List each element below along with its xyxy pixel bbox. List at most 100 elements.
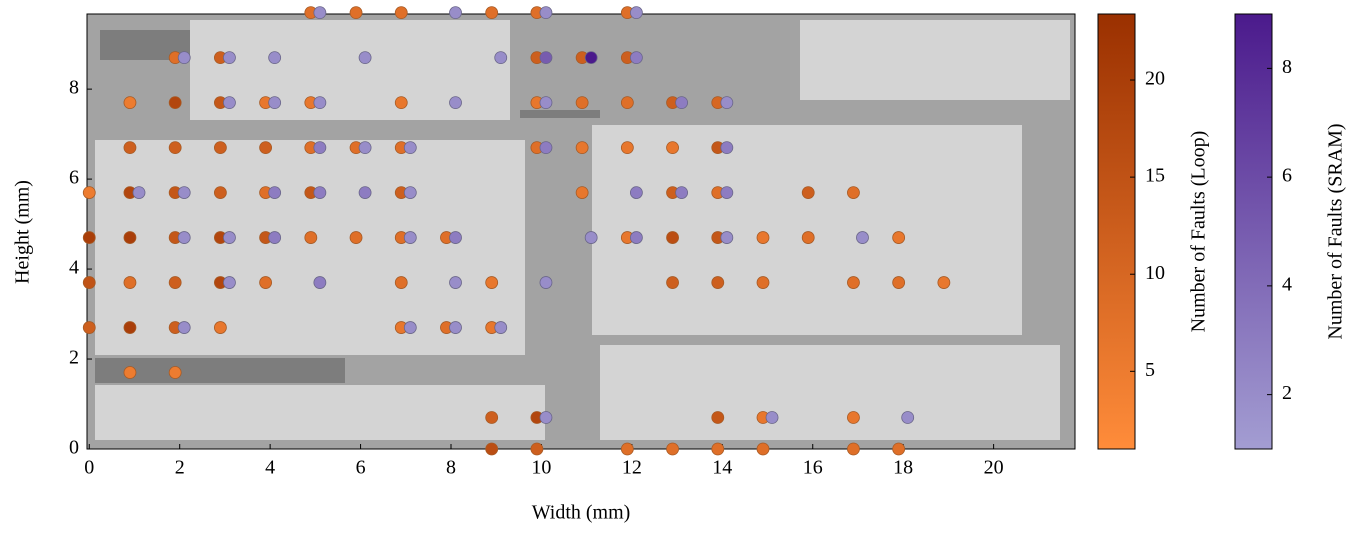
point [394, 6, 408, 20]
point [720, 186, 734, 199]
point [539, 51, 553, 65]
point [892, 442, 906, 456]
point [711, 411, 725, 424]
x-tick-label: 6 [356, 457, 366, 479]
point [847, 276, 860, 289]
x-axis-label: Width (mm) [532, 502, 631, 524]
point [629, 51, 643, 65]
point [132, 186, 146, 199]
x-tick-label: 4 [265, 457, 275, 479]
point [394, 96, 408, 110]
point [223, 96, 236, 110]
point [82, 321, 96, 334]
point [539, 141, 553, 155]
point [711, 276, 725, 289]
y-axis-label: Height (mm) [12, 180, 34, 284]
point [403, 186, 417, 199]
y-tick-label: 0 [69, 437, 79, 459]
point [575, 96, 589, 110]
point [666, 231, 679, 244]
point [666, 276, 679, 289]
point [313, 186, 327, 199]
point [485, 411, 499, 424]
colorbar-tick-label: 4 [1282, 273, 1292, 295]
x-tick-label: 2 [175, 457, 185, 479]
point [937, 276, 951, 289]
point [213, 141, 227, 155]
point [268, 96, 282, 110]
point [485, 6, 499, 20]
point [177, 51, 191, 65]
point [259, 276, 273, 289]
colorbar-tick-label: 6 [1282, 165, 1292, 187]
point [313, 141, 327, 155]
point [449, 6, 462, 20]
point [349, 231, 363, 244]
colorbar-tick-label: 5 [1145, 359, 1155, 381]
point [123, 141, 137, 155]
point [629, 231, 643, 244]
point [575, 141, 589, 155]
plot-frame [86, 13, 1076, 450]
point [304, 231, 318, 244]
point [847, 442, 860, 456]
point [620, 96, 634, 110]
point [494, 321, 508, 334]
point [177, 186, 191, 199]
point [313, 96, 327, 110]
point [82, 231, 96, 244]
point [403, 141, 417, 155]
point [675, 96, 689, 110]
point [666, 442, 679, 456]
colorbar-tick-label: 8 [1282, 56, 1292, 78]
point [123, 96, 137, 110]
point [394, 276, 408, 289]
point [213, 321, 227, 334]
point [123, 321, 137, 334]
point [485, 276, 499, 289]
point [756, 276, 770, 289]
x-tick-label: 0 [84, 457, 94, 479]
point [856, 231, 869, 244]
point [268, 186, 282, 199]
point [539, 411, 553, 424]
point [449, 276, 462, 289]
point [892, 276, 906, 289]
point [539, 276, 553, 289]
point [213, 186, 227, 199]
point [259, 141, 273, 155]
colorbar [1097, 13, 1136, 450]
colorbar-tick-label: 15 [1145, 165, 1165, 187]
point [584, 51, 598, 65]
point [403, 231, 417, 244]
point [494, 51, 508, 65]
point [177, 321, 191, 334]
point [847, 186, 860, 199]
colorbar-tick-label: 2 [1282, 382, 1292, 404]
point [720, 231, 734, 244]
point [620, 442, 634, 456]
point [530, 442, 544, 456]
point [168, 141, 182, 155]
point [584, 231, 598, 244]
point [268, 51, 282, 65]
x-tick-label: 20 [984, 457, 1004, 479]
point [720, 141, 734, 155]
point [756, 442, 770, 456]
point [575, 186, 589, 199]
x-tick-label: 18 [893, 457, 913, 479]
point [485, 442, 499, 456]
colorbar-label: Number of Faults (Loop) [1188, 131, 1210, 333]
point [123, 231, 137, 244]
point [847, 411, 860, 424]
point [358, 51, 372, 65]
point [720, 96, 734, 110]
point [711, 442, 725, 456]
colorbar [1234, 13, 1273, 450]
point [620, 141, 634, 155]
point [358, 141, 372, 155]
point [765, 411, 779, 424]
point [177, 231, 191, 244]
point [223, 51, 236, 65]
